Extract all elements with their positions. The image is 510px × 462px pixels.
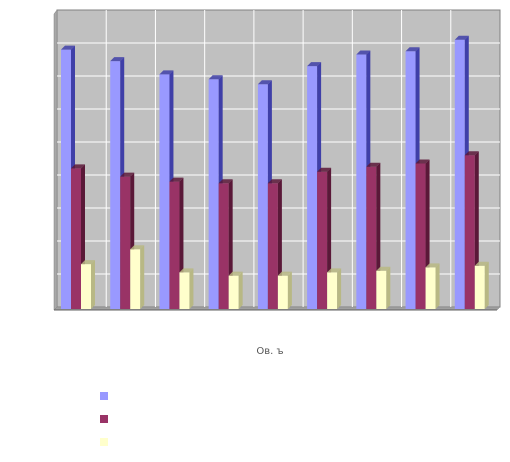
bar-top [120,172,135,177]
bars [61,35,489,310]
bar-side [140,245,145,309]
bar-top [415,159,430,164]
bar-front [464,155,475,309]
bar-series-3-cat-1 [81,260,95,309]
bar-top [405,47,420,52]
bar-top [169,177,184,182]
bar-front [218,183,229,309]
bar-front [425,267,436,309]
bar-front [228,275,239,309]
bar-side [287,271,292,309]
bar-front [71,168,81,309]
bar-front [356,54,367,309]
legend-item-series-3 [100,430,116,453]
bar-top [267,179,282,184]
bar-front [415,163,426,309]
bar-front [120,176,131,309]
bar-front [130,249,141,309]
legend-swatch-series-1 [100,391,108,400]
bar-front [327,272,338,309]
legend-swatch-series-2 [100,414,108,423]
legend-item-series-2 [100,407,116,430]
bar-top [208,75,223,80]
bar-top [454,35,469,40]
bar-front [376,270,387,309]
legend-swatch-series-3 [100,437,108,446]
bar-series-3-cat-8 [425,263,440,309]
bar-top [317,167,332,172]
bar-top [425,263,440,268]
bar-top [61,45,75,50]
bar-front [81,264,91,309]
bar-series-3-cat-9 [474,261,489,309]
legend [100,384,116,453]
bar-top [81,260,95,265]
x-axis-caption: Ов. ъ [256,346,284,357]
bar-top [159,70,174,75]
bar-series-3-cat-7 [376,266,391,309]
bar-top [257,80,272,85]
bar-front [110,61,121,310]
legend-item-series-1 [100,384,116,407]
bar-top [356,50,371,55]
bar-front [307,66,318,309]
bar-top [376,266,391,271]
bar-series-3-cat-6 [327,268,342,309]
bar-top [130,245,145,250]
bar-front [208,79,219,309]
bar-front [159,74,170,309]
bar-side [435,263,440,309]
bar-front [169,181,180,309]
bar-front [257,84,268,309]
bar-top [71,164,85,169]
bar-side [337,268,342,309]
bar-side [91,260,95,309]
bar-top [277,271,292,276]
bar-front [179,272,190,309]
bar-top [327,268,342,273]
bar-top [110,57,125,62]
bar-top [228,271,243,276]
bar-side [189,268,194,309]
bar-top [307,62,322,67]
bar-front [454,39,465,309]
bar-front [405,51,416,309]
bar-front [474,265,485,309]
bar-series-3-cat-3 [179,268,194,309]
bar-top [366,162,381,167]
bar-series-3-cat-2 [130,245,145,309]
bar-series-3-cat-4 [228,271,243,309]
bar-top [218,179,233,184]
bar-front [317,171,328,309]
bar-front [267,183,278,309]
bar-top [464,151,479,156]
plot-side-wall [53,9,58,311]
bar-front [277,275,288,309]
bar-top [179,268,194,273]
bar-series-3-cat-5 [277,271,292,309]
bar-top [474,261,489,266]
bar-front [366,166,377,309]
bar-side [386,266,391,309]
bar-side [238,271,243,309]
bar-front [61,49,71,309]
bar-side [484,261,489,309]
